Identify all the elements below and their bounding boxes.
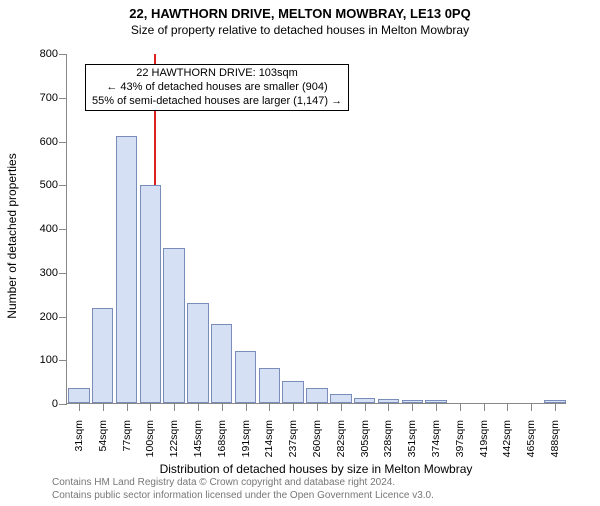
- x-tick: [79, 403, 80, 411]
- x-tick: [293, 403, 294, 411]
- x-tick: [222, 403, 223, 411]
- x-tick-label: 442sqm: [501, 420, 513, 468]
- x-tick-label: 145sqm: [192, 420, 204, 468]
- x-tick-label: 54sqm: [97, 420, 109, 468]
- x-tick-label: 100sqm: [144, 420, 156, 468]
- x-tick: [531, 403, 532, 411]
- x-tick-label: 374sqm: [430, 420, 442, 468]
- y-tick: [59, 273, 67, 274]
- y-tick-label: 400: [24, 223, 58, 235]
- x-tick-label: 305sqm: [359, 420, 371, 468]
- x-tick-label: 397sqm: [454, 420, 466, 468]
- x-tick-label: 122sqm: [168, 420, 180, 468]
- histogram-bar: [330, 394, 351, 403]
- y-tick: [59, 98, 67, 99]
- x-tick-label: 282sqm: [335, 420, 347, 468]
- histogram-bar: [306, 388, 327, 403]
- y-tick: [59, 185, 67, 186]
- x-tick-label: 191sqm: [240, 420, 252, 468]
- y-tick-label: 700: [24, 92, 58, 104]
- histogram-bar: [92, 308, 113, 403]
- annotation-line-1: 22 HAWTHORN DRIVE: 103sqm: [92, 67, 342, 81]
- credit-text: Contains HM Land Registry data © Crown c…: [52, 477, 434, 502]
- x-tick: [412, 403, 413, 411]
- x-axis-label: Distribution of detached houses by size …: [66, 462, 566, 476]
- x-tick-label: 77sqm: [121, 420, 133, 468]
- x-tick: [317, 403, 318, 411]
- x-tick: [198, 403, 199, 411]
- chart-subtitle: Size of property relative to detached ho…: [0, 23, 600, 37]
- x-tick-label: 31sqm: [73, 420, 85, 468]
- histogram-bar: [116, 136, 137, 403]
- y-tick: [59, 54, 67, 55]
- x-tick-label: 328sqm: [382, 420, 394, 468]
- x-tick: [555, 403, 556, 411]
- x-tick: [365, 403, 366, 411]
- x-tick-label: 351sqm: [406, 420, 418, 468]
- credit-line-1: Contains HM Land Registry data © Crown c…: [52, 477, 434, 490]
- x-tick-label: 214sqm: [263, 420, 275, 468]
- annotation-line-3: 55% of semi-detached houses are larger (…: [92, 95, 342, 109]
- y-tick-label: 500: [24, 179, 58, 191]
- y-tick-label: 800: [24, 48, 58, 60]
- x-tick-label: 419sqm: [478, 420, 490, 468]
- histogram-bar: [211, 324, 232, 403]
- y-tick: [59, 229, 67, 230]
- credit-line-2: Contains public sector information licen…: [52, 490, 434, 503]
- annotation-box: 22 HAWTHORN DRIVE: 103sqm ← 43% of detac…: [85, 64, 349, 111]
- chart-area: 22 HAWTHORN DRIVE: 103sqm ← 43% of detac…: [66, 54, 566, 424]
- histogram-bar: [235, 351, 256, 403]
- histogram-bar: [68, 388, 89, 403]
- x-tick: [484, 403, 485, 411]
- histogram-bar: [259, 368, 280, 403]
- x-tick: [174, 403, 175, 411]
- x-tick: [341, 403, 342, 411]
- histogram-bar: [187, 303, 208, 403]
- y-tick: [59, 360, 67, 361]
- y-tick-label: 100: [24, 354, 58, 366]
- x-tick: [507, 403, 508, 411]
- x-tick-label: 488sqm: [549, 420, 561, 468]
- x-tick-label: 237sqm: [287, 420, 299, 468]
- x-tick: [103, 403, 104, 411]
- x-tick: [150, 403, 151, 411]
- histogram-bar: [140, 185, 161, 403]
- y-tick-label: 200: [24, 311, 58, 323]
- y-tick-label: 300: [24, 267, 58, 279]
- x-tick-label: 260sqm: [311, 420, 323, 468]
- y-tick: [59, 404, 67, 405]
- x-tick-label: 465sqm: [525, 420, 537, 468]
- x-tick-label: 168sqm: [216, 420, 228, 468]
- y-tick-label: 600: [24, 136, 58, 148]
- y-tick: [59, 317, 67, 318]
- histogram-bar: [163, 248, 184, 403]
- x-tick: [436, 403, 437, 411]
- y-tick-label: 0: [24, 398, 58, 410]
- y-tick: [59, 142, 67, 143]
- x-tick: [246, 403, 247, 411]
- annotation-line-2: ← 43% of detached houses are smaller (90…: [92, 81, 342, 95]
- histogram-bar: [282, 381, 303, 403]
- chart-title: 22, HAWTHORN DRIVE, MELTON MOWBRAY, LE13…: [0, 6, 600, 21]
- x-tick: [460, 403, 461, 411]
- x-tick: [388, 403, 389, 411]
- x-tick: [269, 403, 270, 411]
- plot-region: 22 HAWTHORN DRIVE: 103sqm ← 43% of detac…: [66, 54, 566, 404]
- x-tick: [127, 403, 128, 411]
